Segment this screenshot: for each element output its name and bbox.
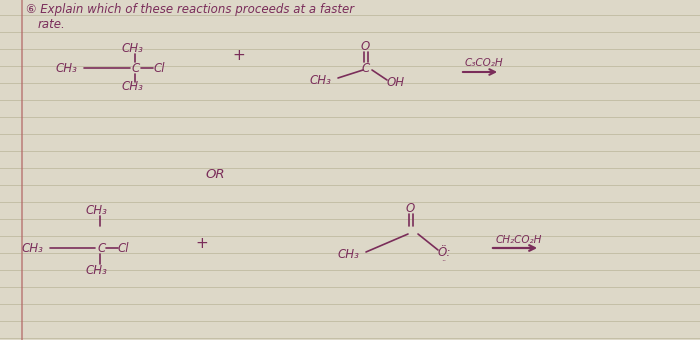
Text: OH: OH xyxy=(387,76,405,89)
Text: ··: ·· xyxy=(442,257,447,267)
Text: CH₃: CH₃ xyxy=(86,204,108,217)
Text: O: O xyxy=(361,39,370,52)
Text: CH₃: CH₃ xyxy=(121,80,143,92)
Text: +: + xyxy=(195,236,208,251)
Text: CH₃: CH₃ xyxy=(22,241,44,255)
Text: C: C xyxy=(97,241,105,255)
Text: CH₃: CH₃ xyxy=(338,249,360,261)
Text: Cl: Cl xyxy=(153,62,164,74)
Text: Cl: Cl xyxy=(118,241,130,255)
Text: C: C xyxy=(362,62,370,74)
Text: OR: OR xyxy=(205,169,225,182)
Text: C₃CO₂H: C₃CO₂H xyxy=(465,58,503,68)
Text: rate.: rate. xyxy=(38,18,66,32)
Text: CH₃: CH₃ xyxy=(55,62,77,74)
Text: CH₃: CH₃ xyxy=(86,264,108,276)
Text: CH₂CO₂H: CH₂CO₂H xyxy=(496,235,542,245)
Text: +: + xyxy=(232,48,245,63)
Text: CH₃: CH₃ xyxy=(310,73,332,86)
Text: CH₃: CH₃ xyxy=(121,41,143,54)
Text: C: C xyxy=(132,62,140,74)
Text: O: O xyxy=(406,202,415,215)
Text: Ö:: Ö: xyxy=(438,245,452,258)
Text: ⑥ Explain which of these reactions proceeds at a faster: ⑥ Explain which of these reactions proce… xyxy=(26,3,354,17)
